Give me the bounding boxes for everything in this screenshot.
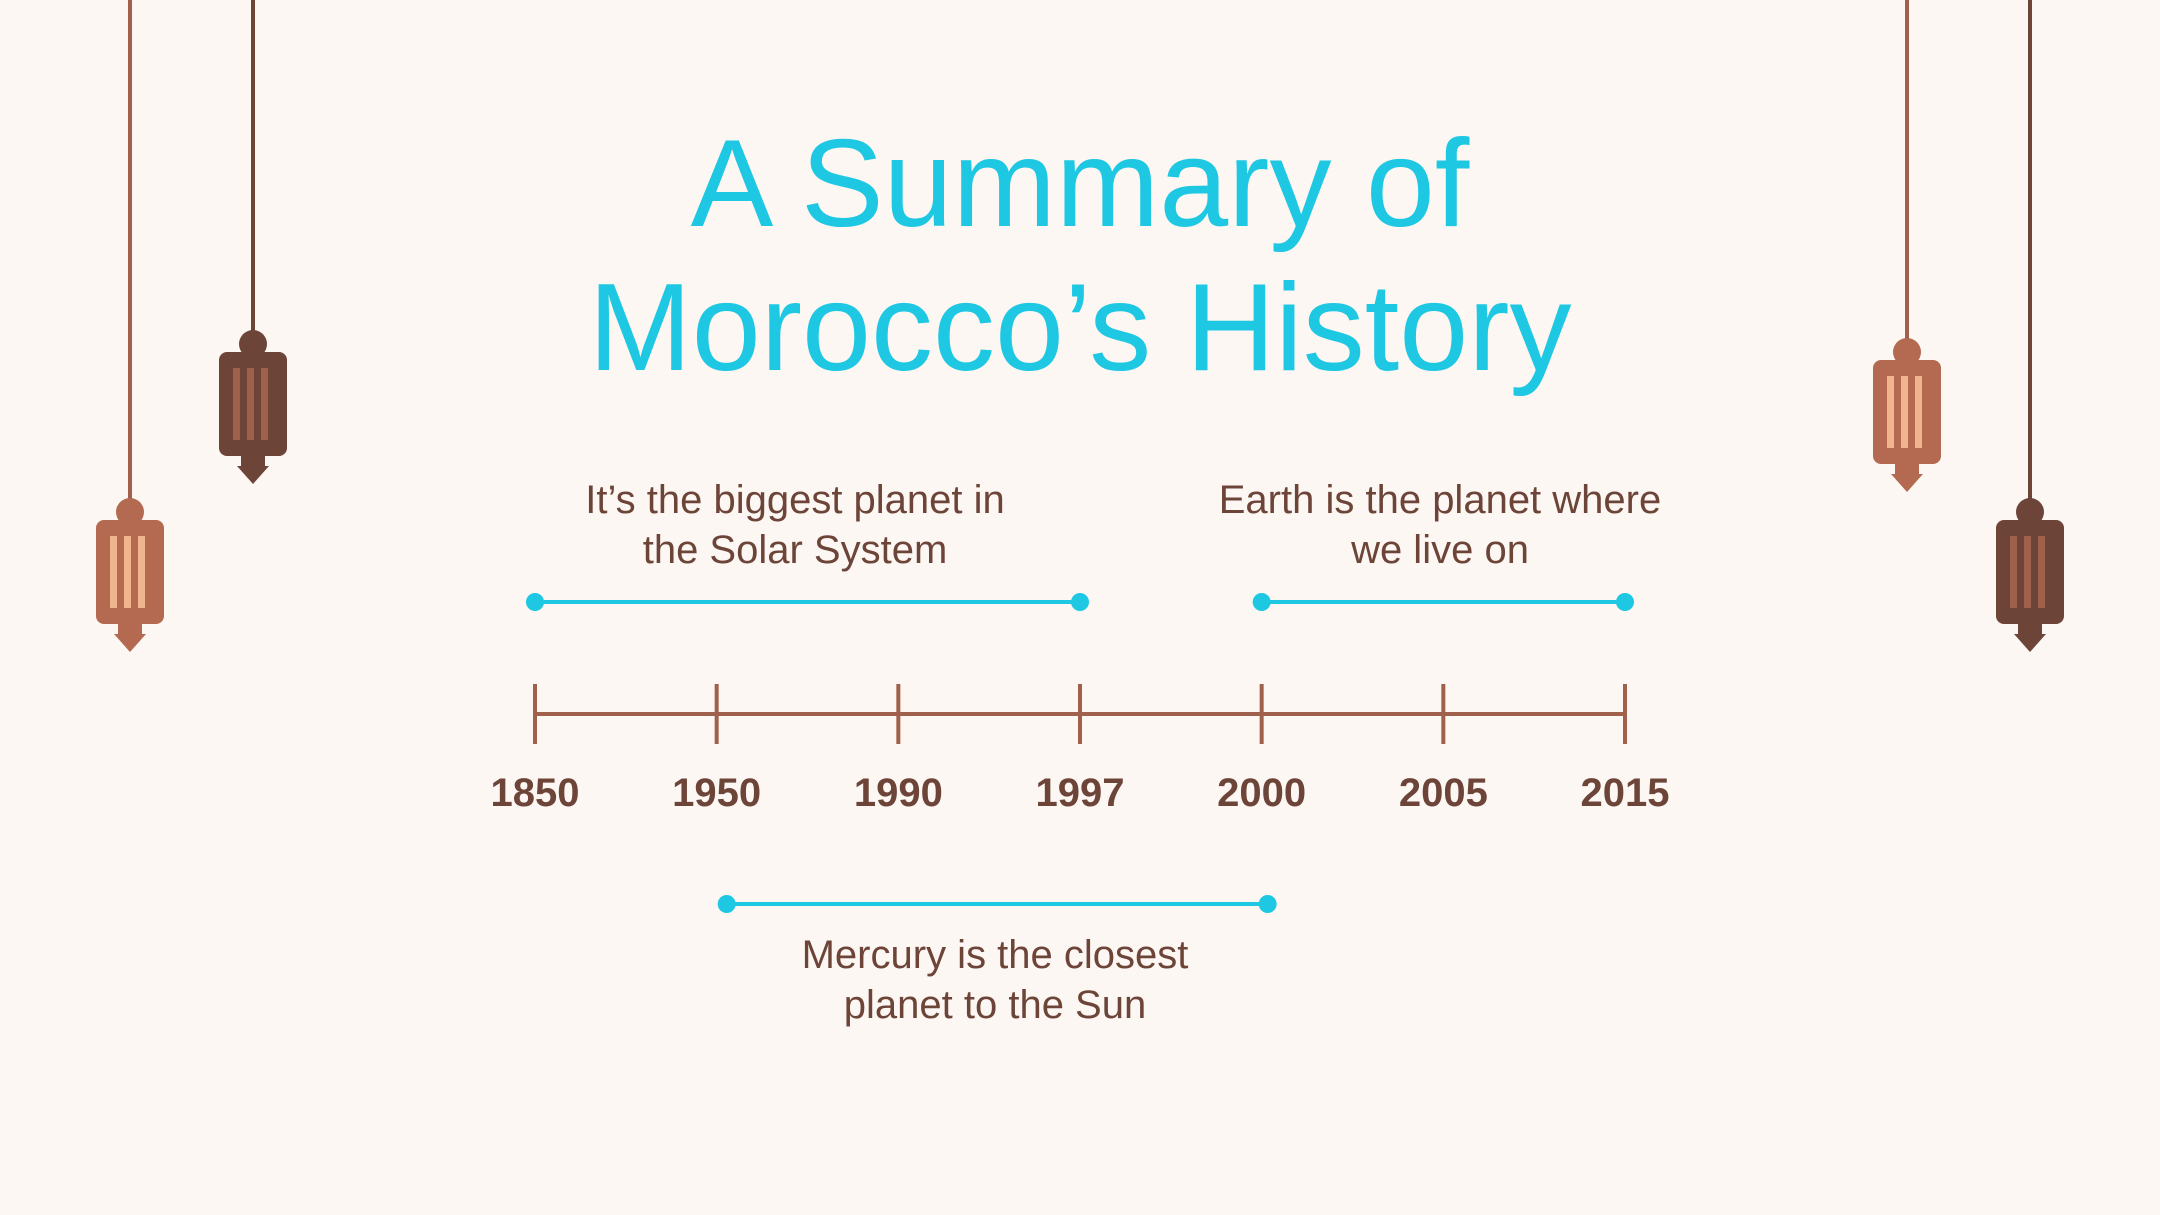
caption-line: It’s the biggest planet in — [585, 478, 1005, 522]
lantern-left-outer — [96, 0, 164, 652]
caption-line: we live on — [1351, 528, 1529, 572]
year-label: 1997 — [1035, 771, 1125, 815]
slide-title: A Summary of Morocco’s History — [0, 112, 2160, 400]
period-caption-1: It’s the biggest planet in the Solar Sys… — [495, 475, 1095, 575]
year-label: 2015 — [1580, 771, 1670, 815]
timeline-periods — [526, 593, 1634, 913]
lantern-right-inner — [1873, 0, 1941, 492]
period-caption-3: Mercury is the closest planet to the Sun — [695, 930, 1295, 1030]
year-label: 2005 — [1398, 771, 1488, 815]
title-line-2: Morocco’s History — [588, 259, 1572, 397]
caption-line: Mercury is the closest — [801, 933, 1189, 977]
caption-line: the Solar System — [642, 528, 948, 572]
period-caption-2: Earth is the planet where we live on — [1140, 475, 1740, 575]
timeline-ticks — [533, 684, 1627, 744]
period-end-dot — [1071, 593, 1089, 611]
period-start-dot — [1252, 593, 1271, 611]
period-end-dot — [1616, 593, 1634, 611]
period-range-3 — [717, 895, 1277, 913]
year-label: 2000 — [1217, 771, 1307, 815]
period-start-dot — [526, 593, 544, 611]
caption-line: planet to the Sun — [843, 983, 1147, 1027]
caption-line: Earth is the planet where — [1218, 478, 1662, 522]
period-start-dot — [717, 895, 736, 913]
year-label: 1950 — [672, 771, 762, 815]
year-label: 1990 — [853, 771, 943, 815]
year-label: 1850 — [490, 771, 580, 815]
lantern-right-outer — [1996, 0, 2064, 652]
lantern-left-inner — [219, 0, 287, 484]
period-end-dot — [1258, 895, 1277, 913]
period-range-1 — [526, 593, 1089, 611]
period-range-2 — [1252, 593, 1634, 611]
title-line-1: A Summary of — [690, 115, 1470, 253]
